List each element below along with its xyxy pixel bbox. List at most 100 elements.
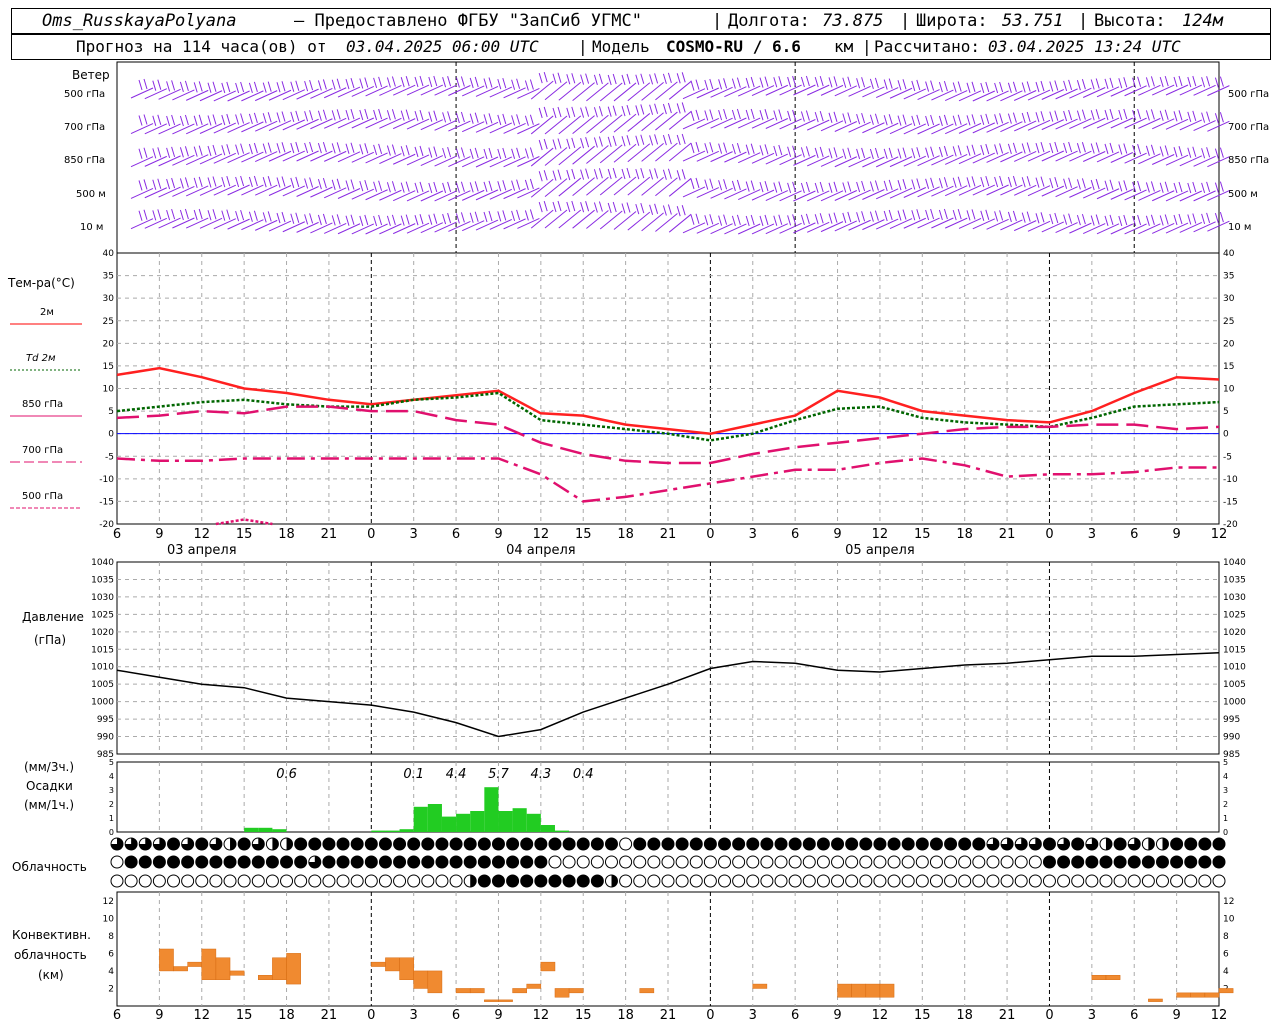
cloud-symbol xyxy=(1099,874,1113,888)
wind-barb xyxy=(213,113,237,134)
wind-barb xyxy=(144,209,168,229)
wind-barb xyxy=(779,109,802,130)
temp-ytick-right: 0 xyxy=(1223,430,1229,440)
cloud-symbol-fill xyxy=(195,838,208,850)
wind-barb xyxy=(765,109,789,129)
wind-barb xyxy=(1151,109,1175,130)
calc-value: 03.04.2025 13:24 UTC xyxy=(988,37,1181,56)
cloud-symbol xyxy=(703,855,717,869)
cloud-symbol xyxy=(929,855,943,869)
cloud-symbol-fill xyxy=(1213,856,1225,868)
cloud-symbol-fill xyxy=(1071,856,1084,868)
cloud-symbol-fill xyxy=(1043,856,1056,868)
wind-barb xyxy=(613,167,637,196)
wind-barb xyxy=(751,109,775,129)
wind-barb xyxy=(1027,176,1051,197)
wind-barb xyxy=(530,201,554,229)
wind-barb xyxy=(779,75,802,96)
wind-barb xyxy=(613,202,637,230)
wind-barb xyxy=(627,104,651,132)
wind-barb xyxy=(572,201,595,229)
model-label: Модель xyxy=(592,37,650,56)
wind-barb xyxy=(586,168,609,196)
wind-barb xyxy=(227,113,250,133)
cloud-symbol xyxy=(831,855,845,869)
lat-value: 53.751 xyxy=(1002,11,1064,31)
wind-barb xyxy=(1151,145,1175,165)
cloud-symbol xyxy=(944,855,958,869)
wind-barb xyxy=(268,81,292,101)
wind-barb xyxy=(365,108,388,129)
wind-barb xyxy=(1069,142,1092,162)
cloud-symbol-fill xyxy=(605,838,618,850)
wind-barb xyxy=(489,113,513,134)
cloud-symbol-fill xyxy=(873,838,886,850)
wind-barb xyxy=(737,143,761,164)
cloud-symbol-fill xyxy=(492,856,505,868)
wind-barb xyxy=(986,143,1009,163)
precip-total-label: 0.6 xyxy=(276,767,297,782)
wind-level-label-right-4: 10 м xyxy=(1228,222,1252,233)
conv-bar xyxy=(399,957,414,980)
wind-barb xyxy=(475,180,499,201)
conv-xtick: 18 xyxy=(278,1008,295,1023)
wind-barb xyxy=(599,73,623,102)
wind-barb xyxy=(323,78,347,99)
precip-unit-3h: (мм/3ч.) xyxy=(24,760,75,774)
wind-barb xyxy=(724,179,747,200)
conv-bar xyxy=(201,948,217,980)
conv-bar xyxy=(540,961,556,972)
wind-barb xyxy=(365,180,388,201)
conv-xtick: 6 xyxy=(791,1008,799,1023)
conv-bar xyxy=(752,983,768,989)
wind-barb xyxy=(489,180,513,200)
wind-barb xyxy=(903,114,927,135)
cloud-symbol-fill xyxy=(266,856,279,868)
cloud-symbol xyxy=(760,874,774,888)
wind-barb xyxy=(668,205,692,233)
wind-barb xyxy=(337,179,361,199)
precip-bar xyxy=(512,808,527,832)
cloud-symbol-fill xyxy=(817,838,830,850)
cloud-symbol xyxy=(986,855,1000,869)
cloud-symbol xyxy=(816,874,830,888)
cloud-symbol xyxy=(548,855,562,869)
cloud-symbol xyxy=(675,855,689,869)
temp-ytick-left: -15 xyxy=(99,497,114,507)
temp-ytick-right: 10 xyxy=(1223,385,1235,395)
cloud-symbol xyxy=(604,855,618,869)
wind-barb xyxy=(379,214,402,235)
cloud-symbol xyxy=(110,874,124,888)
cloud-symbol-half xyxy=(611,875,618,887)
wind-barb xyxy=(668,72,692,100)
pressure-ytick-right: 995 xyxy=(1223,715,1240,725)
forecast-prefix: Прогноз на 114 часа(ов) от xyxy=(76,37,327,56)
wind-barb xyxy=(655,102,678,131)
cloud-symbol xyxy=(421,874,435,888)
cloud-symbol xyxy=(167,874,181,888)
wind-barb xyxy=(724,77,747,98)
wind-barb xyxy=(503,147,526,168)
cloud-symbol xyxy=(802,855,816,869)
cloud-symbol-fill xyxy=(930,838,943,850)
precip-ytick-right: 2 xyxy=(1223,800,1228,809)
cloud-symbol-fill xyxy=(365,838,378,850)
wind-barb xyxy=(558,106,582,135)
wind-barb xyxy=(296,177,319,197)
wind-barb xyxy=(379,144,402,165)
wind-barb xyxy=(613,104,637,133)
temp-series-line xyxy=(116,405,1220,465)
wind-barb xyxy=(724,142,747,163)
precip-ytick-left: 4 xyxy=(109,772,114,781)
header-sep-1: | xyxy=(712,11,723,31)
wind-barb xyxy=(737,180,761,201)
wind-barb xyxy=(682,213,706,234)
wind-barb xyxy=(751,76,775,97)
wind-barb xyxy=(448,147,471,167)
temp-xtick: 12 xyxy=(533,527,550,542)
wind-barb xyxy=(213,144,237,164)
wind-barb xyxy=(641,103,664,132)
cloud-symbol xyxy=(350,874,364,888)
conv-xtick: 0 xyxy=(1045,1008,1053,1023)
wind-barb xyxy=(737,108,761,129)
